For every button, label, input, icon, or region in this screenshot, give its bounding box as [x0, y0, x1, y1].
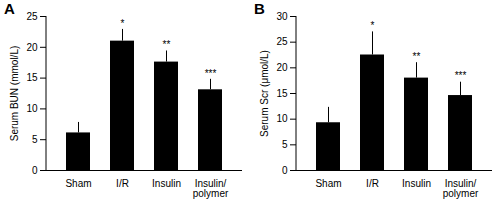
svg-text:Sham: Sham: [315, 178, 341, 189]
svg-text:Insulin: Insulin: [402, 178, 431, 189]
svg-text:20: 20: [276, 62, 288, 73]
svg-text:Sham: Sham: [65, 178, 91, 189]
svg-text:20: 20: [26, 42, 38, 53]
svg-text:*: *: [121, 18, 125, 29]
svg-text:0: 0: [282, 165, 288, 176]
svg-text:I/R: I/R: [366, 178, 379, 189]
svg-text:**: **: [163, 39, 171, 50]
svg-text:Insulin/polymer: Insulin/polymer: [193, 178, 229, 199]
svg-text:***: ***: [205, 68, 217, 79]
svg-text:10: 10: [276, 113, 288, 124]
svg-text:30: 30: [276, 11, 288, 22]
svg-text:5: 5: [282, 139, 288, 150]
svg-text:5: 5: [32, 134, 38, 145]
html-text:B: B: [254, 0, 265, 17]
svg-text:Serum Scr (μmol/L): Serum Scr (μmol/L): [259, 50, 270, 137]
svg-text:25: 25: [26, 11, 38, 22]
svg-text:***: ***: [455, 70, 467, 81]
svg-text:0: 0: [32, 165, 38, 176]
svg-text:15: 15: [26, 72, 38, 83]
svg-text:Serum BUN (mmol/L): Serum BUN (mmol/L): [9, 46, 20, 142]
svg-text:Insulin/polymer: Insulin/polymer: [443, 178, 479, 199]
svg-text:**: **: [413, 51, 421, 62]
svg-text:Insulin: Insulin: [152, 178, 181, 189]
svg-text:*: *: [371, 20, 375, 31]
svg-text:15: 15: [276, 88, 288, 99]
svg-text:10: 10: [26, 103, 38, 114]
svg-text:25: 25: [276, 36, 288, 47]
html-text:A: A: [4, 0, 15, 17]
svg-text:I/R: I/R: [116, 178, 129, 189]
